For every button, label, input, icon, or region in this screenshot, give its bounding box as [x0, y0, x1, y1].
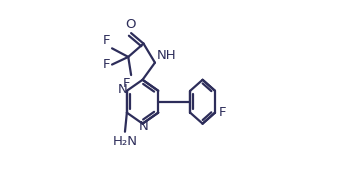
Text: N: N [118, 83, 128, 96]
Text: F: F [103, 58, 111, 71]
Text: N: N [139, 120, 148, 133]
Text: F: F [219, 106, 227, 119]
Text: F: F [103, 34, 111, 47]
Text: F: F [122, 77, 130, 90]
Text: NH: NH [157, 49, 176, 62]
Text: H₂N: H₂N [112, 135, 137, 148]
Text: O: O [125, 18, 135, 31]
